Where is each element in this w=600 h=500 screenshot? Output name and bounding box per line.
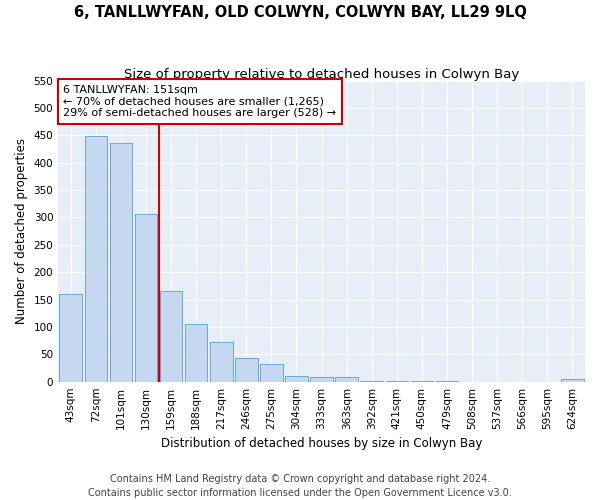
Bar (436, 381, 458, 382)
Bar (260, 364, 283, 382)
Bar (361, 381, 383, 382)
Text: 6 TANLLWYFAN: 151sqm
← 70% of detached houses are smaller (1,265)
29% of semi-de: 6 TANLLWYFAN: 151sqm ← 70% of detached h… (64, 85, 337, 118)
Bar (310, 377, 333, 382)
Text: 6, TANLLWYFAN, OLD COLWYN, COLWYN BAY, LL29 9LQ: 6, TANLLWYFAN, OLD COLWYN, COLWYN BAY, L… (74, 5, 526, 20)
Bar (59, 294, 82, 382)
Bar (335, 377, 358, 382)
Bar (285, 376, 308, 382)
Bar (134, 214, 157, 382)
Bar (160, 292, 182, 382)
Bar (561, 380, 584, 382)
Bar (210, 342, 233, 382)
Bar (386, 380, 408, 382)
Bar (85, 136, 107, 382)
Text: Contains HM Land Registry data © Crown copyright and database right 2024.
Contai: Contains HM Land Registry data © Crown c… (88, 474, 512, 498)
X-axis label: Distribution of detached houses by size in Colwyn Bay: Distribution of detached houses by size … (161, 437, 482, 450)
Title: Size of property relative to detached houses in Colwyn Bay: Size of property relative to detached ho… (124, 68, 519, 80)
Bar (235, 358, 257, 382)
Bar (410, 381, 433, 382)
Bar (110, 143, 132, 382)
Y-axis label: Number of detached properties: Number of detached properties (15, 138, 28, 324)
Bar (185, 324, 208, 382)
